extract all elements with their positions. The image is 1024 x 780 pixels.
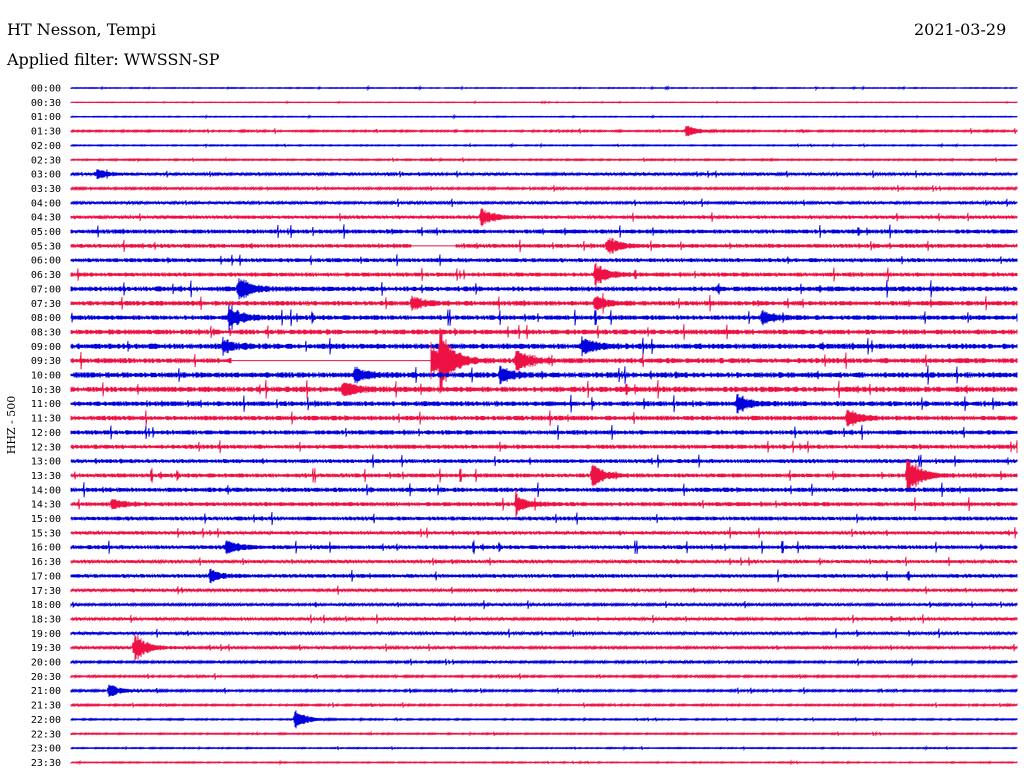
row-time-label: 23:00: [31, 744, 61, 755]
row-time-label: 00:00: [31, 84, 61, 95]
row-time-label: 21:30: [31, 701, 61, 712]
row-time-label: 11:00: [31, 399, 61, 410]
row-time-label: 03:00: [31, 170, 61, 181]
row-time-label: 05:30: [31, 241, 61, 252]
row-time-label: 09:00: [31, 342, 61, 353]
row-time-label: 02:00: [31, 141, 61, 152]
row-time-label: 06:30: [31, 270, 61, 281]
row-time-label: 03:30: [31, 184, 61, 195]
trace-group: [70, 84, 1018, 766]
row-time-label: 19:00: [31, 629, 61, 640]
row-time-label: 17:00: [31, 571, 61, 582]
row-time-label: 14:30: [31, 500, 61, 511]
row-time-label: 06:00: [31, 256, 61, 267]
row-time-label: 05:00: [31, 227, 61, 238]
row-time-label: 12:30: [31, 442, 61, 453]
row-time-label: 02:30: [31, 155, 61, 166]
row-time-label: 16:30: [31, 557, 61, 568]
row-time-label: 12:00: [31, 428, 61, 439]
y-axis-label: HHZ - 500: [5, 396, 18, 455]
station-title: HT Nesson, Tempi: [7, 20, 157, 39]
row-time-label: 07:00: [31, 284, 61, 295]
row-time-label: 22:30: [31, 729, 61, 740]
row-time-label: 08:00: [31, 313, 61, 324]
row-time-label: 21:00: [31, 686, 61, 697]
row-time-label: 04:30: [31, 213, 61, 224]
row-time-label: 01:00: [31, 112, 61, 123]
row-time-label: 14:00: [31, 485, 61, 496]
row-time-label: 15:30: [31, 528, 61, 539]
row-time-label: 17:30: [31, 586, 61, 597]
filter-subtitle: Applied filter: WWSSN-SP: [7, 50, 220, 69]
row-time-label: 01:30: [31, 127, 61, 138]
row-time-label: 20:00: [31, 658, 61, 669]
date-label: 2021-03-29: [914, 20, 1007, 39]
row-time-label: 20:30: [31, 672, 61, 683]
row-time-label: 13:00: [31, 457, 61, 468]
row-time-label: 18:00: [31, 600, 61, 611]
row-time-label: 23:30: [31, 758, 61, 769]
row-time-label: 11:30: [31, 414, 61, 425]
row-time-label: 04:00: [31, 198, 61, 209]
row-time-label: 19:30: [31, 643, 61, 654]
row-time-label: 10:00: [31, 371, 61, 382]
row-time-label: 00:30: [31, 98, 61, 109]
row-time-label: 18:30: [31, 614, 61, 625]
row-time-label: 09:30: [31, 356, 61, 367]
row-label-group: 00:00 00:30 01:00 01:30 02:00 02:30 03:00 03:30…: [31, 84, 61, 769]
row-time-label: 16:00: [31, 543, 61, 554]
row-time-label: 10:30: [31, 385, 61, 396]
row-time-label: 08:30: [31, 327, 61, 338]
row-time-label: 22:00: [31, 715, 61, 726]
row-time-label: 07:30: [31, 299, 61, 310]
row-time-label: 15:00: [31, 514, 61, 525]
row-time-label: 13:30: [31, 471, 61, 482]
